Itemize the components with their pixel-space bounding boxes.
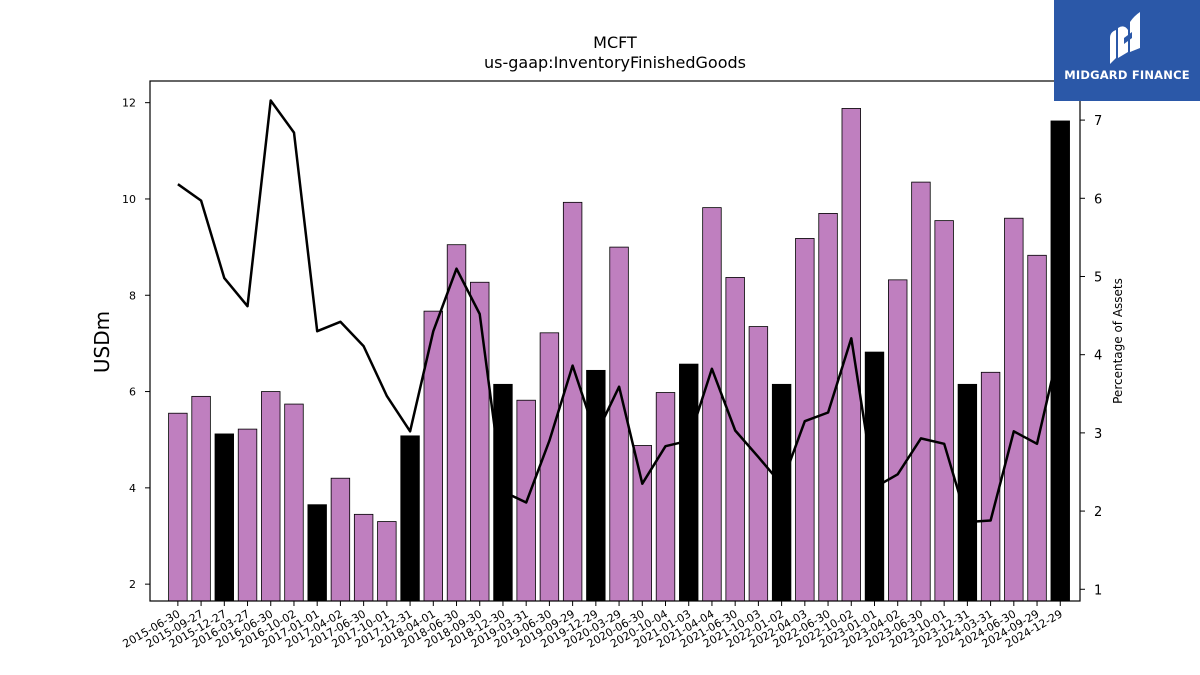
y2-tick-label: 7 <box>1094 114 1102 129</box>
bar-2017-10-01 <box>377 521 397 602</box>
bar-2020-03-29 <box>609 246 629 602</box>
bar-2020-10-04 <box>655 392 676 602</box>
bar-2022-01-02 <box>771 383 792 602</box>
x-axis: 2015-06-302015-09-272015-12-272016-03-27… <box>121 601 1065 651</box>
bar-2020-06-30 <box>632 445 652 602</box>
bar-2016-03-27 <box>237 428 258 602</box>
bar-2024-06-30 <box>1004 217 1024 602</box>
y2-tick-label: 5 <box>1094 270 1102 285</box>
chart-title: MCFT <box>593 33 637 52</box>
logo-text: MIDGARD FINANCE <box>1064 68 1190 82</box>
bar-2016-06-30 <box>261 391 281 602</box>
y-tick-label: 8 <box>129 289 136 302</box>
bar-2016-10-02 <box>284 403 304 602</box>
bar-2023-06-30 <box>911 181 931 602</box>
bar-2022-06-30 <box>818 213 838 602</box>
chart-subtitle: us-gaap:InventoryFinishedGoods <box>484 53 746 72</box>
bar-2021-04-04 <box>702 207 722 602</box>
bar-2017-01-01 <box>307 504 327 602</box>
bar-2023-10-01 <box>934 220 954 602</box>
bars-layer <box>168 108 1070 602</box>
y-left-axis: 2 4 6 8 10 12 <box>122 97 150 591</box>
bar-2019-09-29 <box>562 201 583 602</box>
y2-tick-label: 3 <box>1094 427 1102 442</box>
bar-2018-06-30 <box>446 244 467 602</box>
bar-2017-04-02 <box>330 477 351 602</box>
logo: MIDGARD FINANCE <box>1054 0 1200 101</box>
bar-2022-10-02 <box>841 108 861 602</box>
bar-2015-12-27 <box>214 433 234 602</box>
y-right-axis: 1 2 3 4 5 6 7 <box>1080 114 1102 598</box>
line-layer <box>177 99 1062 524</box>
plot-frame <box>149 80 1081 602</box>
y-tick-label: 10 <box>122 193 136 206</box>
y-tick-label: 4 <box>129 482 136 495</box>
percentage-line <box>177 99 1062 524</box>
bar-2015-09-27 <box>191 395 211 602</box>
bar-2024-09-29 <box>1027 254 1047 602</box>
bar-2017-06-30 <box>353 513 374 602</box>
bar-2017-12-31 <box>400 435 420 602</box>
y-tick-label: 12 <box>122 97 136 110</box>
y2-tick-label: 6 <box>1094 192 1102 207</box>
bar-2023-01-01 <box>864 351 885 602</box>
logo-mark-icon <box>1110 12 1140 64</box>
bar-2023-12-31 <box>957 383 978 602</box>
y2-tick-label: 4 <box>1094 349 1102 364</box>
y-axis-label: USDm <box>90 311 114 373</box>
bar-2024-12-29 <box>1050 120 1070 602</box>
bar-2015-06-30 <box>168 412 188 602</box>
y-tick-label: 6 <box>129 386 136 399</box>
bar-2023-04-02 <box>888 279 908 602</box>
bar-2019-06-30 <box>539 332 560 602</box>
y-tick-label: 2 <box>129 578 136 591</box>
bar-2019-12-29 <box>586 369 606 602</box>
y2-tick-label: 2 <box>1094 505 1102 520</box>
y2-tick-label: 1 <box>1094 583 1102 598</box>
bar-2021-01-03 <box>679 363 699 602</box>
bar-2024-03-31 <box>980 371 1001 602</box>
y2-axis-label: Percentage of Assets <box>1111 278 1125 404</box>
bar-2018-09-30 <box>470 281 490 602</box>
